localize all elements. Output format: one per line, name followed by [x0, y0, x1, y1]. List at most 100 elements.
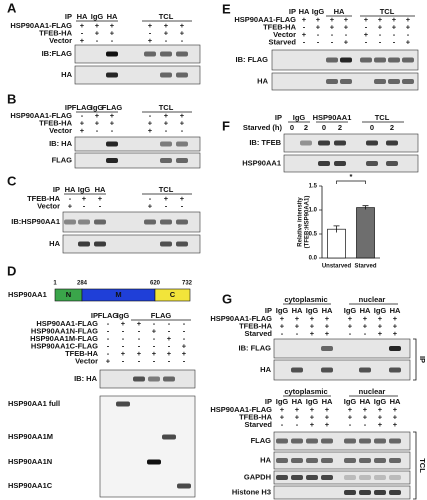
- condition-mark: +: [348, 412, 353, 421]
- ip-group: IgG: [312, 7, 325, 16]
- condition-mark: -: [183, 334, 186, 343]
- ip-group: HA: [292, 306, 303, 315]
- condition-mark: +: [295, 321, 300, 330]
- condition-mark: +: [121, 349, 126, 358]
- condition-mark: -: [183, 326, 186, 335]
- condition-mark: +: [325, 321, 330, 330]
- ip-group: TCL: [159, 12, 174, 21]
- condition-mark: -: [364, 420, 367, 429]
- panel-letter: D: [7, 263, 16, 278]
- group-label: nuclear: [359, 295, 386, 304]
- blot: [283, 133, 419, 153]
- condition-mark: +: [393, 412, 398, 421]
- band: [291, 367, 303, 373]
- condition-mark: -: [365, 37, 368, 46]
- condition-mark: +: [302, 30, 307, 39]
- ip-group: IgG: [91, 103, 104, 112]
- ip-group: IgG: [344, 306, 357, 315]
- blot: [273, 470, 411, 485]
- band: [374, 438, 386, 444]
- condition-mark: +: [95, 28, 100, 37]
- ip-group: HA: [322, 306, 333, 315]
- condition-mark: -: [153, 319, 156, 328]
- condition-label: HSP90AA1C-FLAG: [31, 341, 98, 350]
- error-bar: [362, 205, 369, 210]
- condition-mark: -: [107, 341, 110, 350]
- condition-mark: 2: [338, 123, 342, 132]
- condition-mark: -: [69, 194, 72, 203]
- blot: [273, 431, 411, 451]
- panel-letter: F: [222, 118, 230, 133]
- condition-mark: -: [181, 36, 184, 45]
- ip-group: IgG: [293, 113, 306, 122]
- condition-mark: -: [393, 37, 396, 46]
- condition-mark: -: [349, 329, 352, 338]
- band: [389, 438, 401, 444]
- condition-label: TFEB-HA: [65, 349, 98, 358]
- condition-mark: -: [165, 126, 168, 135]
- band: [360, 57, 372, 63]
- condition-label: Starved (h): [243, 123, 283, 132]
- condition-mark: +: [364, 30, 369, 39]
- condition-mark: +: [167, 334, 172, 343]
- band: [374, 458, 386, 463]
- condition-mark: +: [393, 329, 398, 338]
- band: [366, 140, 378, 146]
- band: [160, 219, 172, 225]
- condition-label: Starved: [244, 329, 272, 338]
- condition-label: TFEB-HA: [239, 412, 272, 421]
- blot-label: HA: [257, 76, 268, 85]
- y-tick-label: 0.0: [309, 256, 318, 262]
- blot: [273, 485, 411, 500]
- ip-group: IgG: [91, 12, 104, 21]
- band: [300, 140, 312, 146]
- band: [291, 438, 303, 444]
- condition-label: HSP90AA1M-FLAG: [30, 334, 98, 343]
- ip-label: IP: [289, 7, 296, 16]
- condition-mark: -: [281, 329, 284, 338]
- condition-mark: +: [295, 412, 300, 421]
- band: [374, 79, 386, 84]
- condition-mark: +: [182, 341, 187, 350]
- blot: [99, 369, 196, 389]
- band: [359, 367, 371, 373]
- condition-mark: +: [148, 118, 153, 127]
- blot-label: GAPDH: [244, 472, 271, 481]
- band: [326, 57, 338, 63]
- blot: [62, 234, 201, 254]
- ip-group: HA: [77, 12, 88, 21]
- band: [160, 141, 172, 147]
- condition-mark: +: [325, 405, 330, 414]
- condition-mark: +: [310, 314, 315, 323]
- panel-letter: B: [7, 91, 16, 106]
- domain-position: 284: [77, 281, 88, 287]
- bar: [327, 228, 346, 259]
- blot-label: IB:FLAG: [42, 49, 73, 58]
- band: [321, 367, 333, 373]
- condition-mark: +: [316, 15, 321, 24]
- condition-mark: +: [182, 349, 187, 358]
- band: [389, 346, 401, 351]
- blot: [273, 451, 411, 470]
- condition-label: HSP90AA1-FLAG: [210, 405, 272, 414]
- ip-group: TCL: [159, 103, 174, 112]
- bracket: [413, 431, 417, 500]
- blot-label: IB: HA: [74, 374, 97, 383]
- bar: [356, 207, 375, 259]
- condition-mark: -: [96, 126, 99, 135]
- condition-label: TFEB-HA: [239, 321, 272, 330]
- condition-mark: +: [110, 118, 115, 127]
- condition-mark: +: [325, 329, 330, 338]
- band: [344, 475, 356, 480]
- band: [160, 72, 172, 78]
- condition-mark: -: [317, 37, 320, 46]
- band: [359, 438, 371, 444]
- band: [402, 57, 414, 63]
- band: [321, 438, 333, 444]
- band: [388, 79, 400, 84]
- band: [176, 158, 188, 163]
- blot-label: FLAG: [251, 436, 272, 445]
- condition-label: Vector: [49, 36, 72, 45]
- ip-group: FLAG: [72, 103, 93, 112]
- domain-position: 620: [150, 281, 161, 287]
